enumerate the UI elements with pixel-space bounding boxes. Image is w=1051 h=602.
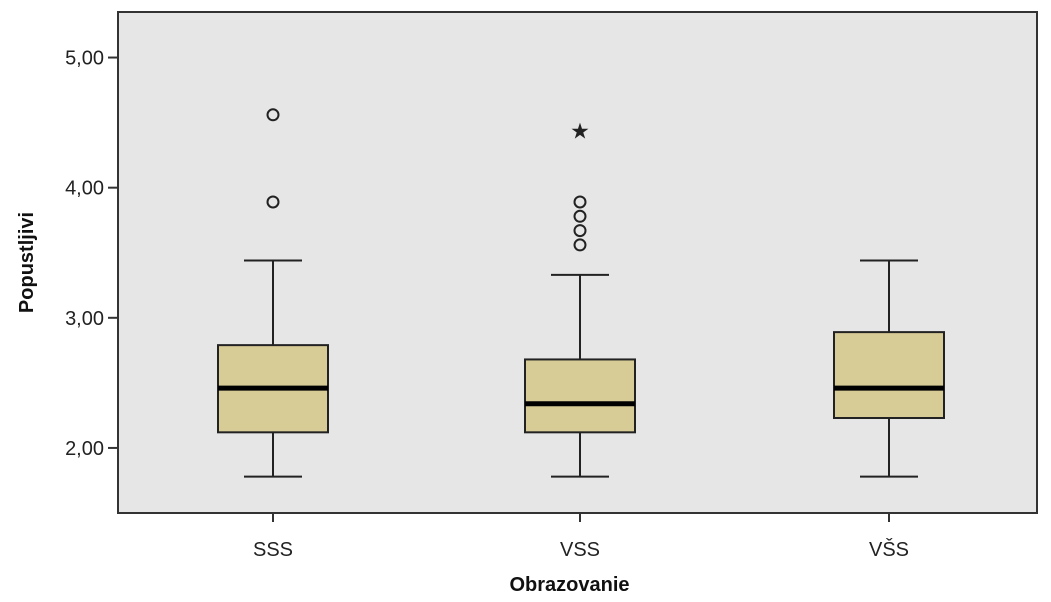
y-tick-label: 5,00 [65, 48, 104, 70]
x-tick-label: SSS [253, 539, 293, 561]
outlier-circle [266, 195, 280, 209]
box-všs [833, 259, 945, 478]
y-axis: 2,00 3,00 4,00 5,00 [65, 48, 118, 460]
box-vss: ★ [524, 119, 636, 478]
y-tick-label: 3,00 [65, 308, 104, 330]
iqr-box [524, 358, 636, 434]
boxes: ★ [217, 108, 945, 478]
box-sss [217, 108, 329, 478]
x-tick-label: VŠS [869, 538, 909, 561]
iqr-box [833, 331, 945, 420]
y-tick-label: 4,00 [65, 178, 104, 200]
outlier-circle [573, 195, 587, 209]
plot-area [117, 11, 1038, 514]
x-axis: SSS VSS VŠS [253, 513, 909, 561]
x-tick-label: VSS [560, 539, 600, 561]
outlier-circle [573, 209, 587, 223]
outlier-circle [266, 108, 280, 122]
outlier-circle [573, 224, 587, 238]
outlier-circle [573, 238, 587, 252]
y-axis-title: Popustljivi [16, 212, 38, 313]
extreme-outlier-star: ★ [570, 119, 590, 144]
y-tick-label: 2,00 [65, 438, 104, 460]
x-axis-title: Obrazovanie [509, 574, 629, 596]
